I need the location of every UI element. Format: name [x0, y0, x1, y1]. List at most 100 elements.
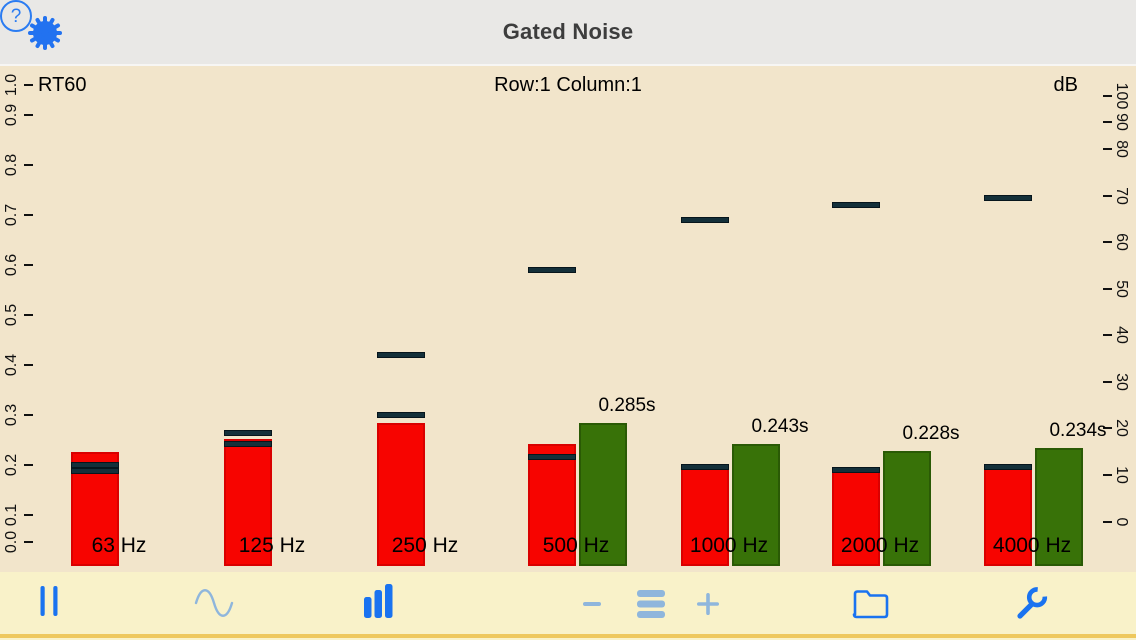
left-axis-tick [24, 514, 33, 516]
left-axis-tick [24, 214, 33, 216]
right-axis-tick-label: 30 [1113, 372, 1130, 391]
settings-button[interactable] [28, 13, 68, 53]
left-axis-tick-label: 0.3 [3, 403, 20, 427]
right-axis-tick [1103, 194, 1112, 197]
toolbar-bottom-accent [0, 634, 1136, 638]
right-axis-tick-label: 80 [1113, 140, 1130, 158]
frequency-label: 4000 Hz [992, 534, 1072, 557]
tools-button[interactable] [1010, 583, 1052, 625]
level-bar [224, 439, 272, 566]
right-axis-tick [1103, 520, 1112, 523]
right-axis-tick [1103, 121, 1112, 123]
level-marker-dash [377, 352, 425, 359]
zoom-in-button[interactable] [697, 593, 719, 615]
rt60-value-label: 0.243s [751, 415, 809, 437]
chart-right-axis-title: dB [1053, 74, 1078, 96]
right-axis-tick-label: 40 [1113, 326, 1130, 345]
frequency-label: 1000 Hz [689, 534, 769, 557]
right-axis-tick [1103, 473, 1112, 476]
levels-button[interactable] [637, 590, 665, 620]
right-axis-tick [1103, 287, 1112, 290]
frequency-label: 125 Hz [238, 534, 306, 557]
right-axis-tick-label: 50 [1113, 279, 1130, 298]
left-axis-tick [24, 314, 33, 316]
right-axis-tick [1103, 427, 1112, 430]
pause-icon [40, 586, 58, 616]
level-marker-dash [681, 463, 729, 470]
minus-icon [583, 602, 601, 606]
generator-button[interactable] [193, 589, 235, 617]
gear-icon [28, 16, 62, 50]
level-bar [832, 468, 880, 566]
bottom-toolbar [0, 572, 1136, 640]
left-axis-tick-label: 0.6 [3, 253, 20, 277]
lines-icon [637, 590, 665, 618]
left-axis-tick-label: 0.7 [3, 203, 20, 227]
left-axis-tick [24, 541, 33, 543]
level-marker-dash [528, 267, 576, 274]
level-bar [681, 468, 729, 566]
help-icon: ? [10, 6, 22, 27]
chart-position-title: Row:1 Column:1 [494, 74, 642, 96]
level-marker-dash [528, 454, 576, 460]
left-axis-tick [24, 114, 33, 116]
level-bar [377, 423, 425, 566]
left-axis-tick [24, 84, 33, 86]
left-axis-tick [24, 414, 33, 416]
rt60-value-label: 0.285s [598, 394, 656, 416]
left-axis-tick [24, 464, 33, 466]
right-axis-tick [1103, 241, 1112, 244]
right-axis-tick [1103, 95, 1112, 97]
right-axis-tick-label: 0 [1113, 517, 1130, 526]
left-axis-tick-label: 0.2 [3, 453, 20, 477]
frequency-label: 63 Hz [91, 534, 147, 557]
sine-wave-icon [194, 589, 234, 617]
left-axis-tick-label: 0.9 [3, 103, 20, 127]
rt60-bar [732, 443, 780, 566]
left-axis-tick-label: 1.0 [3, 73, 20, 97]
left-axis-tick-label: 0.8 [3, 153, 20, 177]
right-axis-tick [1103, 380, 1112, 383]
level-marker-dash [832, 201, 880, 208]
rt60-bar [883, 451, 931, 566]
level-marker-dash [71, 461, 119, 468]
rt60-bar [579, 422, 627, 566]
left-axis-tick [24, 264, 33, 266]
level-marker-dash [71, 467, 119, 474]
bar-display-button[interactable] [364, 584, 394, 618]
level-marker-dash [984, 464, 1032, 471]
level-marker-dash [681, 217, 729, 224]
files-button[interactable] [852, 584, 890, 622]
frequency-label: 500 Hz [542, 534, 610, 557]
right-axis-tick-label: 70 [1113, 186, 1130, 205]
pause-button[interactable] [38, 585, 60, 617]
wrench-icon [1017, 587, 1048, 619]
chart-area: RT60 Row:1 Column:1 dB 0.0 0.1 0.2 0.3 0.4 0.… [0, 66, 1136, 572]
help-button[interactable]: ? [0, 0, 32, 32]
left-axis-tick [24, 164, 33, 166]
frequency-label: 2000 Hz [840, 534, 920, 557]
level-marker-dash [224, 441, 272, 447]
level-marker-dash [984, 195, 1032, 202]
zoom-out-button[interactable] [582, 592, 602, 616]
rt60-value-label: 0.234s [1049, 420, 1107, 441]
level-marker-dash [832, 466, 880, 473]
left-axis-tick-label: 0.4 [3, 353, 20, 377]
rt60-bar [1035, 448, 1083, 566]
right-axis-tick-label: 10 [1113, 466, 1130, 484]
page-title: Gated Noise [502, 19, 634, 44]
right-axis-tick [1103, 148, 1112, 151]
right-axis-tick [1103, 334, 1112, 337]
folder-icon [852, 590, 889, 619]
level-bar [528, 444, 576, 566]
chart-left-axis-title: RT60 [38, 74, 87, 96]
plus-icon [697, 593, 719, 615]
top-bar: Gated Noise ? [0, 0, 1136, 66]
frequency-label: 250 Hz [391, 534, 459, 557]
left-axis-tick [24, 364, 33, 366]
level-marker-dash [377, 411, 425, 418]
level-marker-dash [224, 430, 272, 437]
left-axis-tick-label: 0.5 [3, 303, 20, 327]
rt60-value-label: 0.228s [902, 423, 960, 444]
bar-chart-icon [364, 584, 393, 618]
